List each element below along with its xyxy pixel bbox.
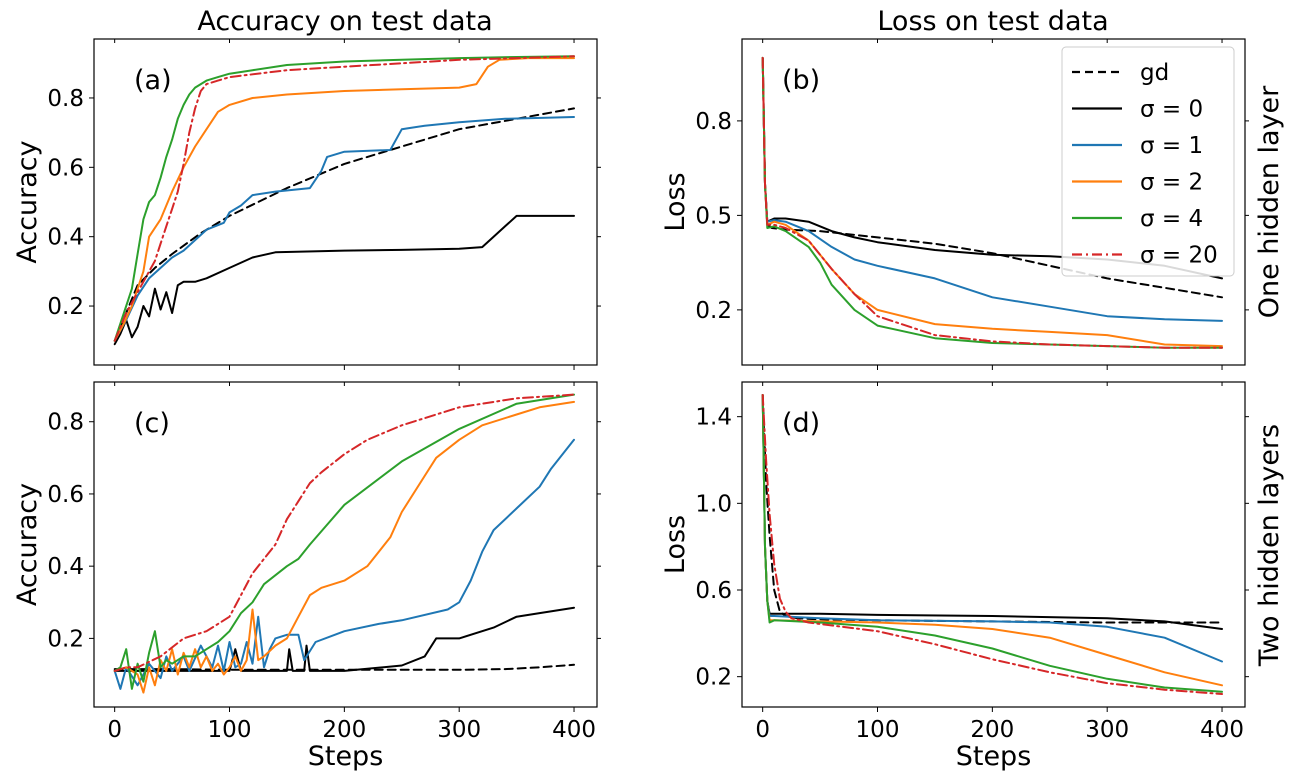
series-line-s2 <box>761 394 1223 687</box>
x-tick-label: 300 <box>1085 717 1129 743</box>
series-line-gd <box>113 663 575 671</box>
series-line-s20 <box>113 393 575 672</box>
row-label-two-hidden-layers: Two hidden layers <box>1254 424 1285 667</box>
row-label-one-hidden-layer: One hidden layer <box>1254 85 1285 318</box>
y-tick-label: 0.4 <box>47 225 84 251</box>
legend-label-s1: σ = 1 <box>1140 133 1203 159</box>
y-axis-label: Loss <box>660 515 691 574</box>
y-tick-label: 0.8 <box>47 410 84 436</box>
series-line-s20 <box>113 55 575 342</box>
series-group <box>113 55 575 346</box>
panel-label: (d) <box>782 408 820 439</box>
x-tick-label: 200 <box>970 717 1014 743</box>
series-group <box>113 393 575 694</box>
y-axis-label: Accuracy <box>12 483 43 606</box>
x-tick-label: 0 <box>107 717 122 743</box>
legend-label-s20: σ = 20 <box>1140 243 1218 269</box>
y-tick-label: 0.2 <box>695 298 732 324</box>
plot-frame <box>741 38 1246 366</box>
series-line-gd <box>761 56 1223 299</box>
panel-1: 0.2 0.5 0.8 Loss (b) gd σ = 0 σ = 1 σ = 2 σ = 4 σ … <box>660 38 1249 370</box>
series-line-s1 <box>113 116 575 342</box>
x-axis-label: Steps <box>956 741 1032 772</box>
y-tick-label: 0.6 <box>695 578 732 604</box>
series-line-s4 <box>113 393 575 690</box>
y-tick-label: 0.8 <box>47 86 84 112</box>
plot-frame <box>93 38 598 366</box>
series-line-gd <box>113 107 575 342</box>
y-axis-label: Loss <box>660 172 691 231</box>
y-tick-label: 0.2 <box>695 665 732 691</box>
x-tick-label: 300 <box>437 717 481 743</box>
x-tick-label: 400 <box>552 717 596 743</box>
series-line-s20 <box>761 56 1223 349</box>
series-line-s1 <box>761 56 1223 322</box>
y-tick-label: 0.2 <box>47 294 84 320</box>
series-line-s4 <box>761 394 1223 693</box>
series-line-s0 <box>113 606 575 672</box>
series-line-s2 <box>113 57 575 342</box>
series-line-s0 <box>113 214 575 346</box>
y-tick-label: 0.8 <box>695 109 732 135</box>
y-tick-label: 0.6 <box>47 482 84 508</box>
series-group <box>761 56 1223 349</box>
series-line-s2 <box>113 400 575 694</box>
y-tick-label: 0.6 <box>47 155 84 181</box>
column-title-accuracy: Accuracy on test data <box>197 6 492 37</box>
series-line-gd <box>761 394 1223 624</box>
x-tick-label: 100 <box>208 717 252 743</box>
legend-label-s2: σ = 2 <box>1140 170 1203 196</box>
panel-label: (c) <box>134 408 170 439</box>
series-line-s4 <box>113 55 575 342</box>
x-tick-label: 0 <box>755 717 770 743</box>
panel-label: (b) <box>782 65 820 96</box>
series-line-s0 <box>761 394 1223 630</box>
series-line-s1 <box>113 438 575 690</box>
x-tick-label: 400 <box>1200 717 1244 743</box>
legend: gd σ = 0 σ = 1 σ = 2 σ = 4 σ = 20 <box>1061 46 1235 277</box>
y-tick-label: 1.4 <box>695 405 732 431</box>
plot-frame <box>741 381 1246 708</box>
panels: 0.2 0.4 0.6 0.8 Accuracy (a) 0.2 0.5 0.8 Loss (b) g… <box>12 38 1249 772</box>
panel-label: (a) <box>134 65 172 96</box>
series-group <box>761 394 1223 695</box>
x-tick-label: 200 <box>322 717 366 743</box>
y-tick-label: 1.0 <box>695 491 732 517</box>
series-line-s20 <box>761 394 1223 695</box>
column-title-loss: Loss on test data <box>877 6 1108 37</box>
panel-0: 0.2 0.4 0.6 0.8 Accuracy (a) <box>12 38 601 370</box>
y-axis-label: Accuracy <box>12 140 43 263</box>
y-tick-label: 0.2 <box>47 626 84 652</box>
panel-3: 0 100 200 300 400 0.2 0.6 1.0 1.4 Loss Steps (d) <box>660 381 1249 772</box>
panel-2: 0 100 200 300 400 0.2 0.4 0.6 0.8 Accuracy Steps (c… <box>12 381 601 772</box>
legend-label-gd: gd <box>1140 60 1169 86</box>
plot-frame <box>93 381 598 708</box>
series-line-s4 <box>761 56 1223 349</box>
x-axis-label: Steps <box>308 741 384 772</box>
y-tick-label: 0.5 <box>695 203 732 229</box>
legend-label-s4: σ = 4 <box>1140 206 1203 232</box>
x-tick-label: 100 <box>856 717 900 743</box>
legend-label-s0: σ = 0 <box>1140 97 1203 123</box>
y-tick-label: 0.4 <box>47 554 84 580</box>
